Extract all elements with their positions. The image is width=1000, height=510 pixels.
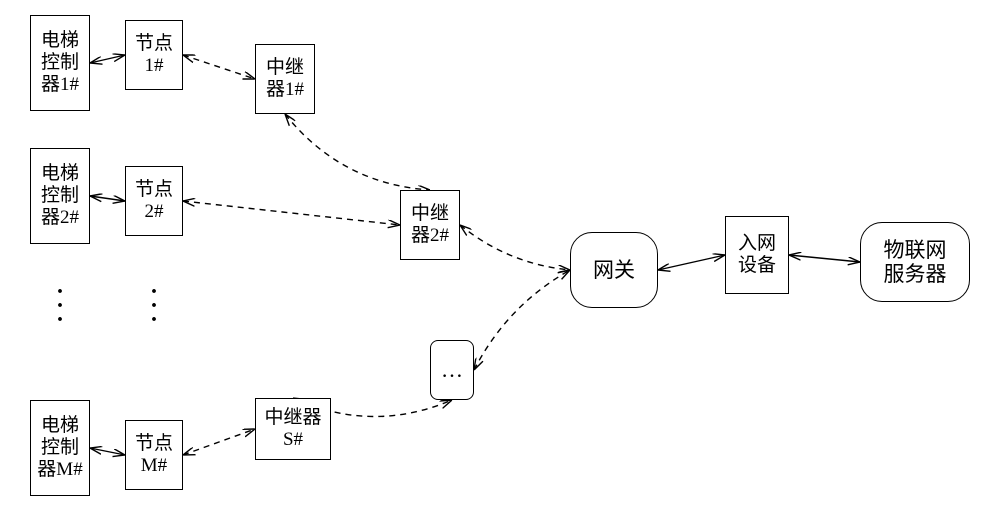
node-repS: 中继器 S# (255, 398, 331, 460)
node-repDots: … (430, 340, 474, 400)
node-gateway: 网关 (570, 232, 658, 308)
col1-ell: ··· (56, 285, 66, 327)
node-node2: 节点 2# (125, 166, 183, 236)
edge-e-ctrlM-nodeM (90, 448, 125, 455)
edge-e-gw-access (658, 255, 725, 270)
edge-e-node2-rep2 (183, 201, 400, 225)
col2-ell: ··· (150, 285, 160, 327)
node-server: 物联网 服务器 (860, 222, 970, 302)
edge-e-node1-rep1 (183, 55, 255, 79)
node-rep1: 中继 器1# (255, 44, 315, 114)
node-access: 入网 设备 (725, 216, 789, 294)
node-node1: 节点 1# (125, 20, 183, 90)
edge-e-rep1-rep2 (285, 114, 430, 190)
edge-e-access-srv (789, 255, 860, 262)
node-ctrl1: 电梯 控制 器1# (30, 15, 90, 111)
edge-e-dots-gw (474, 270, 570, 370)
edge-e-rep2-gw (460, 225, 570, 270)
edge-e-nodeM-repS (183, 429, 255, 455)
node-ctrlM: 电梯 控制 器M# (30, 400, 90, 496)
edge-e-ctrl1-node1 (90, 55, 125, 63)
edge-e-ctrl2-node2 (90, 196, 125, 201)
node-rep2: 中继 器2# (400, 190, 460, 260)
diagram-stage: 电梯 控制 器1# 电梯 控制 器2# 电梯 控制 器M# 节点 1# 节点 2# 节点 … (0, 0, 1000, 510)
node-ctrl2: 电梯 控制 器2# (30, 148, 90, 244)
node-nodeM: 节点 M# (125, 420, 183, 490)
